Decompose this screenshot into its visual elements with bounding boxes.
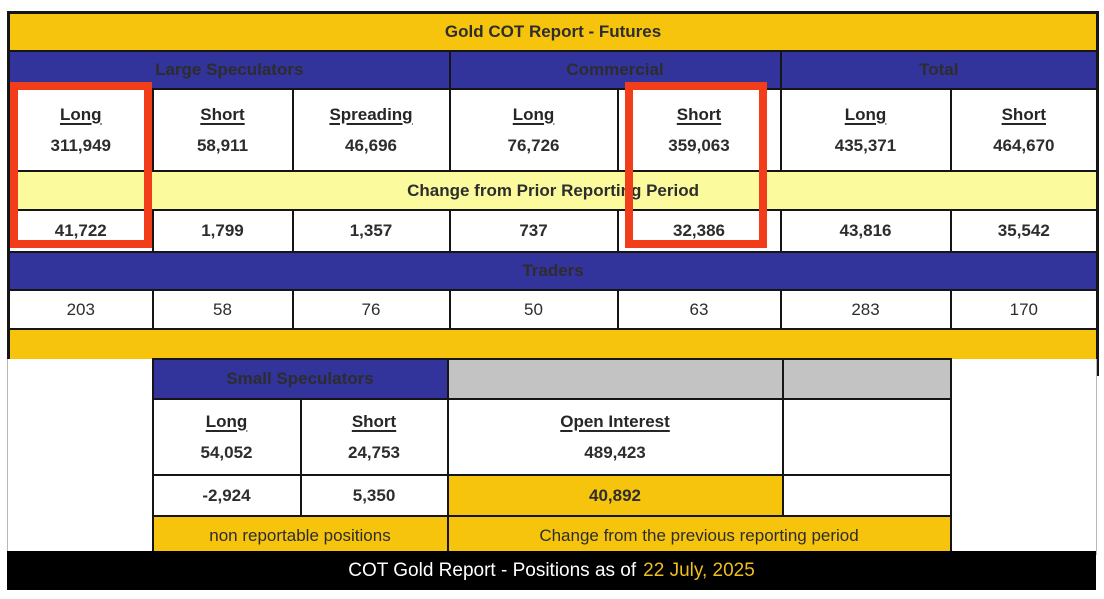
group-header-small-speculators: Small Speculators	[151, 358, 449, 400]
column-header: Short	[200, 104, 245, 124]
column-value: 76,726	[507, 135, 560, 155]
empty-white-cell	[781, 398, 952, 476]
footer-date: 22 July, 2025	[643, 559, 755, 581]
report-title: Gold COT Report - Futures	[7, 11, 1099, 52]
column-header: Long	[205, 411, 248, 431]
group-header-total: Total	[779, 50, 1099, 90]
column-value: 489,423	[584, 442, 646, 462]
footer-bar: COT Gold Report - Positions as of 22 Jul…	[7, 551, 1096, 590]
highlight-box-large-speculators-long	[10, 82, 152, 248]
ls-short-traders-cell: 58	[151, 289, 294, 330]
previous-period-change-label: Change from the previous reporting perio…	[446, 515, 952, 556]
column-header: Long	[512, 104, 555, 124]
ss-long-cell: Long 54,052	[151, 398, 302, 476]
total-long-cell: Long 435,371	[779, 88, 952, 172]
column-header: Open Interest	[560, 411, 670, 431]
commercial-short-traders-cell: 63	[616, 289, 782, 330]
commercial-long-change-cell: 737	[448, 209, 619, 253]
footer-text: COT Gold Report - Positions as of	[348, 559, 637, 581]
ls-spreading-cell: Spreading 46,696	[291, 88, 451, 172]
column-value: 58,911	[196, 135, 249, 155]
gray-cell	[781, 358, 952, 400]
column-value: 311,949	[50, 135, 111, 155]
ss-short-cell: Short 24,753	[299, 398, 449, 476]
ls-short-cell: Short 58,911	[151, 88, 294, 172]
group-header-commercial: Commercial	[448, 50, 782, 90]
column-value: 359,063	[668, 135, 730, 155]
column-value: 54,052	[200, 442, 253, 462]
column-header: Short	[676, 104, 722, 124]
commercial-long-cell: Long 76,726	[448, 88, 619, 172]
left-spacer-cell	[7, 359, 154, 555]
ls-spreading-traders-cell: 76	[291, 289, 451, 330]
column-header: Spreading	[329, 104, 413, 124]
total-short-traders-cell: 170	[949, 289, 1099, 330]
highlight-box-commercial-short	[625, 82, 767, 248]
column-header: Short	[1001, 104, 1046, 124]
commercial-short-cell: Short 359,063	[616, 88, 782, 172]
futures-table: Gold COT Report - Futures Large Speculat…	[7, 11, 1100, 376]
ls-long-cell: Long 311,949	[7, 88, 154, 172]
gray-cell	[446, 358, 784, 400]
change-period-label: Change from Prior Reporting Period	[7, 170, 1099, 211]
column-value: 46,696	[345, 135, 397, 155]
right-spacer-cell	[949, 359, 1097, 555]
gray-cell	[781, 474, 952, 517]
ls-short-change-cell: 1,799	[151, 209, 294, 253]
column-header: Short	[351, 411, 397, 431]
total-long-traders-cell: 283	[779, 289, 952, 330]
commercial-long-traders-cell: 50	[448, 289, 619, 330]
ls-spreading-change-cell: 1,357	[291, 209, 451, 253]
open-interest-change-cell: 40,892	[446, 474, 784, 517]
open-interest-cell: Open Interest 489,423	[446, 398, 784, 476]
nonreportable-label: non reportable positions	[151, 515, 449, 556]
total-long-change-cell: 43,816	[779, 209, 952, 253]
column-header: Long	[59, 104, 102, 124]
column-value: 24,753	[348, 442, 400, 462]
total-short-cell: Short 464,670	[949, 88, 1099, 172]
column-header: Long	[844, 104, 887, 124]
ss-short-change-cell: 5,350	[299, 474, 449, 517]
column-value: 435,371	[834, 135, 897, 155]
small-speculators-table: Small Speculators Long 54,052 Short 24,7…	[7, 358, 1098, 556]
column-value: 464,670	[993, 135, 1055, 155]
total-short-change-cell: 35,542	[949, 209, 1099, 253]
ls-long-traders-cell: 203	[7, 289, 154, 330]
ss-long-change-cell: -2,924	[151, 474, 302, 517]
traders-label: Traders	[7, 251, 1099, 291]
